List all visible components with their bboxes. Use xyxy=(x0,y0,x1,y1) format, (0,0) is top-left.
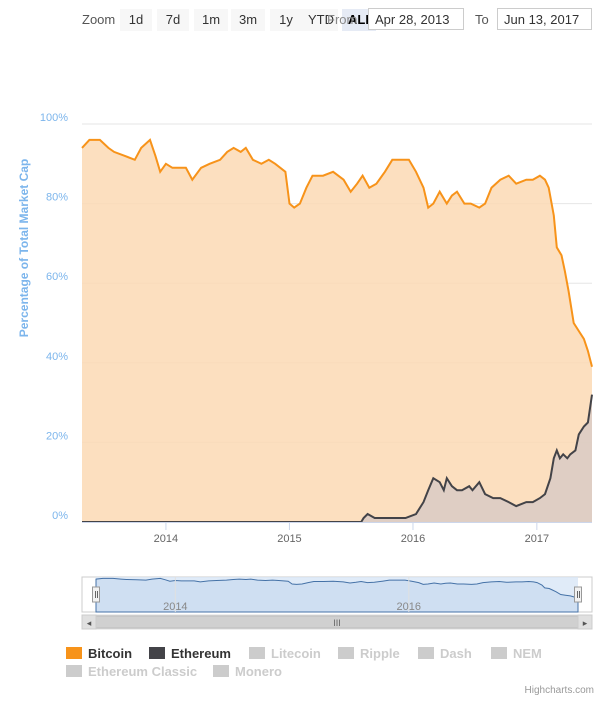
legend-item-ethereum-classic[interactable]: Ethereum Classic xyxy=(66,664,197,680)
legend-label: Monero xyxy=(235,664,282,679)
zoom-label: Zoom xyxy=(82,12,116,27)
legend-swatch xyxy=(66,665,82,677)
legend-item-ethereum[interactable]: Ethereum xyxy=(149,646,231,662)
ethereum-line xyxy=(82,394,593,523)
legend-label: NEM xyxy=(513,646,542,661)
credits-link[interactable]: Highcharts.com xyxy=(524,685,594,696)
legend-item-ripple[interactable]: Ripple xyxy=(338,646,400,662)
zoom-1m-button[interactable]: 1m xyxy=(194,9,228,31)
ethereum-area xyxy=(82,394,592,522)
scrollbar-left-button[interactable] xyxy=(81,614,97,630)
scrollbar-right-button[interactable] xyxy=(577,614,593,630)
zoom-7d-button[interactable]: 7d xyxy=(157,9,189,31)
to-label: To xyxy=(475,12,489,27)
right-arrow-icon: ▸ xyxy=(583,618,588,628)
to-date-input[interactable]: Jun 13, 2017 xyxy=(497,8,592,30)
navigator-tick-label: 2016 xyxy=(397,601,421,613)
left-arrow-icon: ◂ xyxy=(87,618,92,628)
zoom-3m-button[interactable]: 3m xyxy=(231,9,265,31)
x-tick-label: 2015 xyxy=(277,533,301,545)
y-tick-label: 100% xyxy=(40,112,68,124)
legend-item-litecoin[interactable]: Litecoin xyxy=(249,646,321,662)
navigator[interactable]: 2014 2016 ◂ ▸ III xyxy=(81,576,593,630)
x-tick-label: 2016 xyxy=(401,533,425,545)
x-tick-label: 2017 xyxy=(525,533,549,545)
y-tick-label: 0% xyxy=(52,510,68,522)
legend-label: Litecoin xyxy=(271,646,321,661)
legend-swatch xyxy=(213,665,229,677)
bitcoin-line xyxy=(81,138,593,368)
legend-swatch xyxy=(418,647,434,659)
legend-swatch xyxy=(491,647,507,659)
y-axis-labels: 0% 20% 40% 60% 80% 100% xyxy=(40,112,68,522)
legend-label: Ethereum xyxy=(171,646,231,661)
legend-swatch xyxy=(149,647,165,659)
legend-label: Ripple xyxy=(360,646,400,661)
zoom-ytd-button[interactable]: YTD xyxy=(302,9,338,31)
bitcoin-area xyxy=(82,139,592,522)
y-tick-label: 60% xyxy=(46,271,68,283)
y-tick-label: 80% xyxy=(46,192,68,204)
zoom-all-button[interactable]: ALL xyxy=(342,9,376,31)
legend-item-dash[interactable]: Dash xyxy=(418,646,472,662)
legend-swatch xyxy=(249,647,265,659)
scrollbar-grip-icon: III xyxy=(333,618,341,628)
navigator-series xyxy=(95,577,579,613)
zoom-1y-button[interactable]: 1y xyxy=(270,9,302,31)
legend-label: Dash xyxy=(440,646,472,661)
y-axis-title: Percentage of Total Market Cap xyxy=(17,159,31,338)
legend-label: Ethereum Classic xyxy=(88,664,198,679)
legend-swatch xyxy=(66,647,82,659)
from-date-input[interactable]: Apr 28, 2013 xyxy=(368,8,464,30)
x-tick-label: 2014 xyxy=(154,533,178,545)
from-label: From xyxy=(327,12,358,27)
x-axis: 2014 2015 2016 2017 xyxy=(82,522,592,545)
legend-swatch xyxy=(338,647,354,659)
legend-item-bitcoin[interactable]: Bitcoin xyxy=(66,646,132,662)
y-tick-label: 40% xyxy=(46,351,68,363)
legend-label: Bitcoin xyxy=(88,646,133,661)
zoom-1d-button[interactable]: 1d xyxy=(120,9,152,31)
legend-item-nem[interactable]: NEM xyxy=(491,646,542,662)
navigator-tick-label: 2014 xyxy=(163,601,187,613)
series-group xyxy=(81,138,593,523)
y-tick-label: 20% xyxy=(46,430,68,442)
legend-item-monero[interactable]: Monero xyxy=(213,664,282,680)
